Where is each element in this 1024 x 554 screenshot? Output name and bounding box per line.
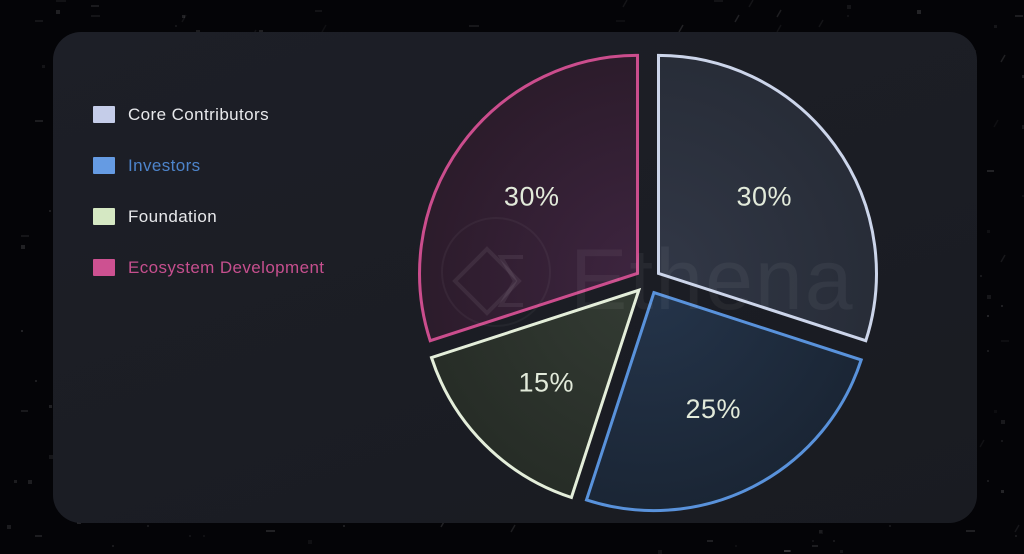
circuit-mark <box>56 10 60 14</box>
circuit-mark <box>819 530 823 534</box>
circuit-mark <box>91 15 100 17</box>
circuit-mark <box>49 455 53 459</box>
circuit-mark <box>1015 535 1017 537</box>
circuit-mark <box>21 235 29 237</box>
circuit-mark <box>812 545 818 547</box>
circuit-mark <box>42 65 45 68</box>
circuit-mark <box>266 530 275 532</box>
chart-legend: Core Contributors Investors Foundation E… <box>93 106 324 276</box>
circuit-mark <box>315 10 322 12</box>
circuit-mark <box>847 5 851 9</box>
circuit-mark <box>112 545 114 547</box>
circuit-mark <box>14 480 17 483</box>
circuit-mark <box>616 20 625 22</box>
chart-panel: Core Contributors Investors Foundation E… <box>53 32 977 523</box>
circuit-mark <box>979 439 985 448</box>
circuit-mark <box>1022 75 1024 78</box>
circuit-mark <box>1022 125 1024 129</box>
circuit-mark <box>182 15 185 18</box>
circuit-mark <box>35 535 42 537</box>
legend-item-label: Foundation <box>128 207 218 226</box>
circuit-mark <box>980 275 982 277</box>
circuit-mark <box>1015 15 1023 17</box>
circuit-mark <box>1014 524 1020 533</box>
circuit-mark <box>1001 440 1003 442</box>
circuit-mark <box>21 245 25 249</box>
circuit-mark <box>994 410 997 413</box>
circuit-mark <box>28 480 32 484</box>
legend-swatch-icon <box>93 106 115 123</box>
legend-item-label: Core Contributors <box>128 105 269 124</box>
circuit-mark <box>987 230 990 233</box>
legend-item-label: Investors <box>128 156 201 175</box>
circuit-mark <box>734 14 740 23</box>
circuit-mark <box>49 210 51 212</box>
circuit-mark <box>987 350 989 352</box>
circuit-mark <box>181 14 187 23</box>
circuit-mark <box>308 540 312 544</box>
legend-item-foundation: Foundation <box>93 208 324 225</box>
circuit-mark <box>748 0 754 8</box>
circuit-mark <box>847 15 849 17</box>
legend-swatch-icon <box>93 208 115 225</box>
circuit-mark <box>776 24 782 33</box>
circuit-mark <box>343 525 345 527</box>
circuit-mark <box>784 550 791 552</box>
legend-item-ecosystem-development: Ecosystem Development <box>93 259 324 276</box>
legend-item-core-contributors: Core Contributors <box>93 106 324 123</box>
circuit-mark <box>21 330 23 332</box>
legend-swatch-icon <box>93 157 115 174</box>
circuit-mark <box>987 480 989 482</box>
circuit-mark <box>469 25 479 27</box>
circuit-mark <box>818 19 824 28</box>
circuit-mark <box>966 530 975 532</box>
circuit-mark <box>1000 54 1006 63</box>
circuit-mark <box>994 25 997 28</box>
circuit-mark <box>56 0 66 2</box>
legend-item-investors: Investors <box>93 157 324 174</box>
circuit-mark <box>203 535 205 537</box>
circuit-mark <box>993 119 999 128</box>
circuit-mark <box>819 530 822 533</box>
circuit-mark <box>784 550 790 552</box>
circuit-mark <box>175 25 177 27</box>
circuit-mark <box>917 10 921 14</box>
legend-swatch-icon <box>93 259 115 276</box>
circuit-mark <box>889 525 891 527</box>
circuit-mark <box>622 0 628 8</box>
circuit-mark <box>776 9 782 18</box>
circuit-mark <box>35 120 43 122</box>
circuit-mark <box>812 540 814 542</box>
circuit-mark <box>735 545 737 547</box>
circuit-mark <box>1000 254 1006 263</box>
circuit-mark <box>49 405 52 408</box>
circuit-mark <box>1001 490 1004 493</box>
circuit-mark <box>987 170 994 172</box>
circuit-mark <box>987 295 991 299</box>
circuit-mark <box>21 410 28 412</box>
circuit-mark <box>714 0 723 2</box>
circuit-mark <box>1001 340 1009 342</box>
circuit-mark <box>1001 305 1003 307</box>
circuit-mark <box>658 550 662 554</box>
circuit-mark <box>189 535 191 537</box>
circuit-mark <box>840 550 843 553</box>
circuit-mark <box>678 24 684 33</box>
circuit-mark <box>987 315 989 317</box>
circuit-mark <box>321 24 327 33</box>
circuit-mark <box>35 20 43 22</box>
circuit-mark <box>510 524 516 533</box>
circuit-mark <box>707 540 713 542</box>
circuit-mark <box>1001 420 1005 424</box>
circuit-mark <box>833 540 835 542</box>
circuit-mark <box>7 525 11 529</box>
legend-item-label: Ecosystem Development <box>128 258 325 277</box>
circuit-mark <box>35 380 37 382</box>
circuit-mark <box>91 5 99 7</box>
circuit-mark <box>1022 195 1024 197</box>
circuit-mark <box>147 525 149 527</box>
